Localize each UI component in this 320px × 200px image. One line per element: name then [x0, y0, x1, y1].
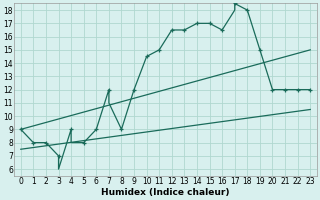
X-axis label: Humidex (Indice chaleur): Humidex (Indice chaleur) [101, 188, 230, 197]
